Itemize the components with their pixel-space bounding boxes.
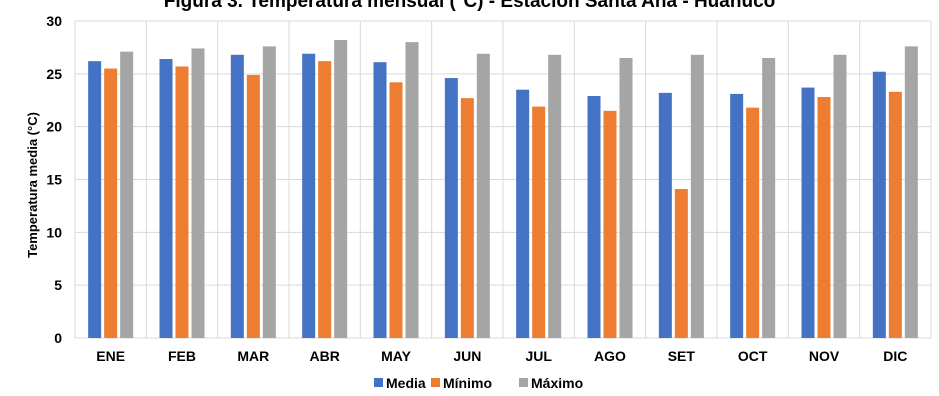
bar-media-nov xyxy=(801,87,815,338)
x-tick-label: JUN xyxy=(453,348,481,364)
x-tick-label: AGO xyxy=(594,348,626,364)
bar-media-ago xyxy=(587,96,601,338)
legend-swatch-máximo xyxy=(519,378,528,387)
bar-máximo-nov xyxy=(833,54,847,339)
bar-media-mar xyxy=(230,54,244,339)
x-tick-label: NOV xyxy=(809,348,840,364)
bar-máximo-feb xyxy=(191,48,205,339)
bar-media-abr xyxy=(302,53,316,339)
bar-máximo-abr xyxy=(334,40,348,339)
legend-label: Máximo xyxy=(531,375,583,391)
legend: Media Mínimo Máximo xyxy=(374,375,583,391)
bar-mínimo-may xyxy=(389,82,403,338)
legend-label: Media xyxy=(386,375,426,391)
y-tick-label: 0 xyxy=(54,330,62,346)
legend-swatch-media xyxy=(374,378,383,387)
bar-media-may xyxy=(373,62,387,339)
x-tick-label: SET xyxy=(668,348,696,364)
y-axis-ticks: 0 5 10 15 20 25 30 xyxy=(46,13,62,346)
bar-máximo-oct xyxy=(762,57,776,338)
x-tick-label: MAR xyxy=(237,348,269,364)
y-tick-label: 15 xyxy=(46,172,62,188)
bar-media-ene xyxy=(88,61,102,339)
y-tick-label: 25 xyxy=(46,66,62,82)
bar-media-dic xyxy=(872,71,886,338)
bar-mínimo-jul xyxy=(532,106,546,338)
x-tick-label: FEB xyxy=(168,348,196,364)
x-tick-label: JUL xyxy=(525,348,552,364)
bars xyxy=(88,40,918,339)
legend-label: Mínimo xyxy=(443,375,492,391)
y-tick-label: 30 xyxy=(46,13,62,29)
x-tick-label: DIC xyxy=(883,348,907,364)
bar-mínimo-abr xyxy=(318,61,332,339)
bar-media-set xyxy=(658,92,672,338)
bar-media-feb xyxy=(159,59,173,338)
y-tick-label: 20 xyxy=(46,119,62,135)
bar-mínimo-oct xyxy=(746,107,760,338)
legend-swatch-mínimo xyxy=(431,378,440,387)
bar-máximo-may xyxy=(405,42,419,339)
bar-media-jun xyxy=(444,78,458,338)
y-axis-label: Temperatura media (°C) xyxy=(25,112,40,258)
x-axis-ticks: ENE FEB MAR ABR MAY JUN JUL AGO SET OCT NOV DIC xyxy=(96,348,907,364)
x-tick-label: OCT xyxy=(738,348,768,364)
bar-mínimo-ene xyxy=(104,68,118,339)
bar-mínimo-set xyxy=(674,189,688,338)
x-tick-label: MAY xyxy=(381,348,411,364)
bar-máximo-ene xyxy=(120,51,134,338)
bar-mínimo-jun xyxy=(460,98,474,339)
bar-máximo-dic xyxy=(904,46,918,339)
bar-media-oct xyxy=(730,93,744,338)
category-separators xyxy=(74,21,932,338)
bar-máximo-ago xyxy=(619,57,633,338)
bar-máximo-set xyxy=(690,54,704,339)
bar-mínimo-dic xyxy=(888,91,902,339)
bar-mínimo-mar xyxy=(246,74,260,338)
chart-title: Figura 3. Temperatura mensual (°C) - Est… xyxy=(164,0,776,12)
y-tick-label: 5 xyxy=(54,277,62,293)
bar-máximo-jun xyxy=(476,53,490,339)
bar-mínimo-ago xyxy=(603,110,617,338)
bar-mínimo-feb xyxy=(175,66,189,338)
bar-media-jul xyxy=(516,89,530,338)
y-tick-label: 10 xyxy=(46,224,62,240)
bar-máximo-jul xyxy=(548,54,562,339)
bar-máximo-mar xyxy=(262,46,276,339)
x-tick-label: ABR xyxy=(309,348,339,364)
bar-mínimo-nov xyxy=(817,97,831,338)
x-tick-label: ENE xyxy=(96,348,125,364)
